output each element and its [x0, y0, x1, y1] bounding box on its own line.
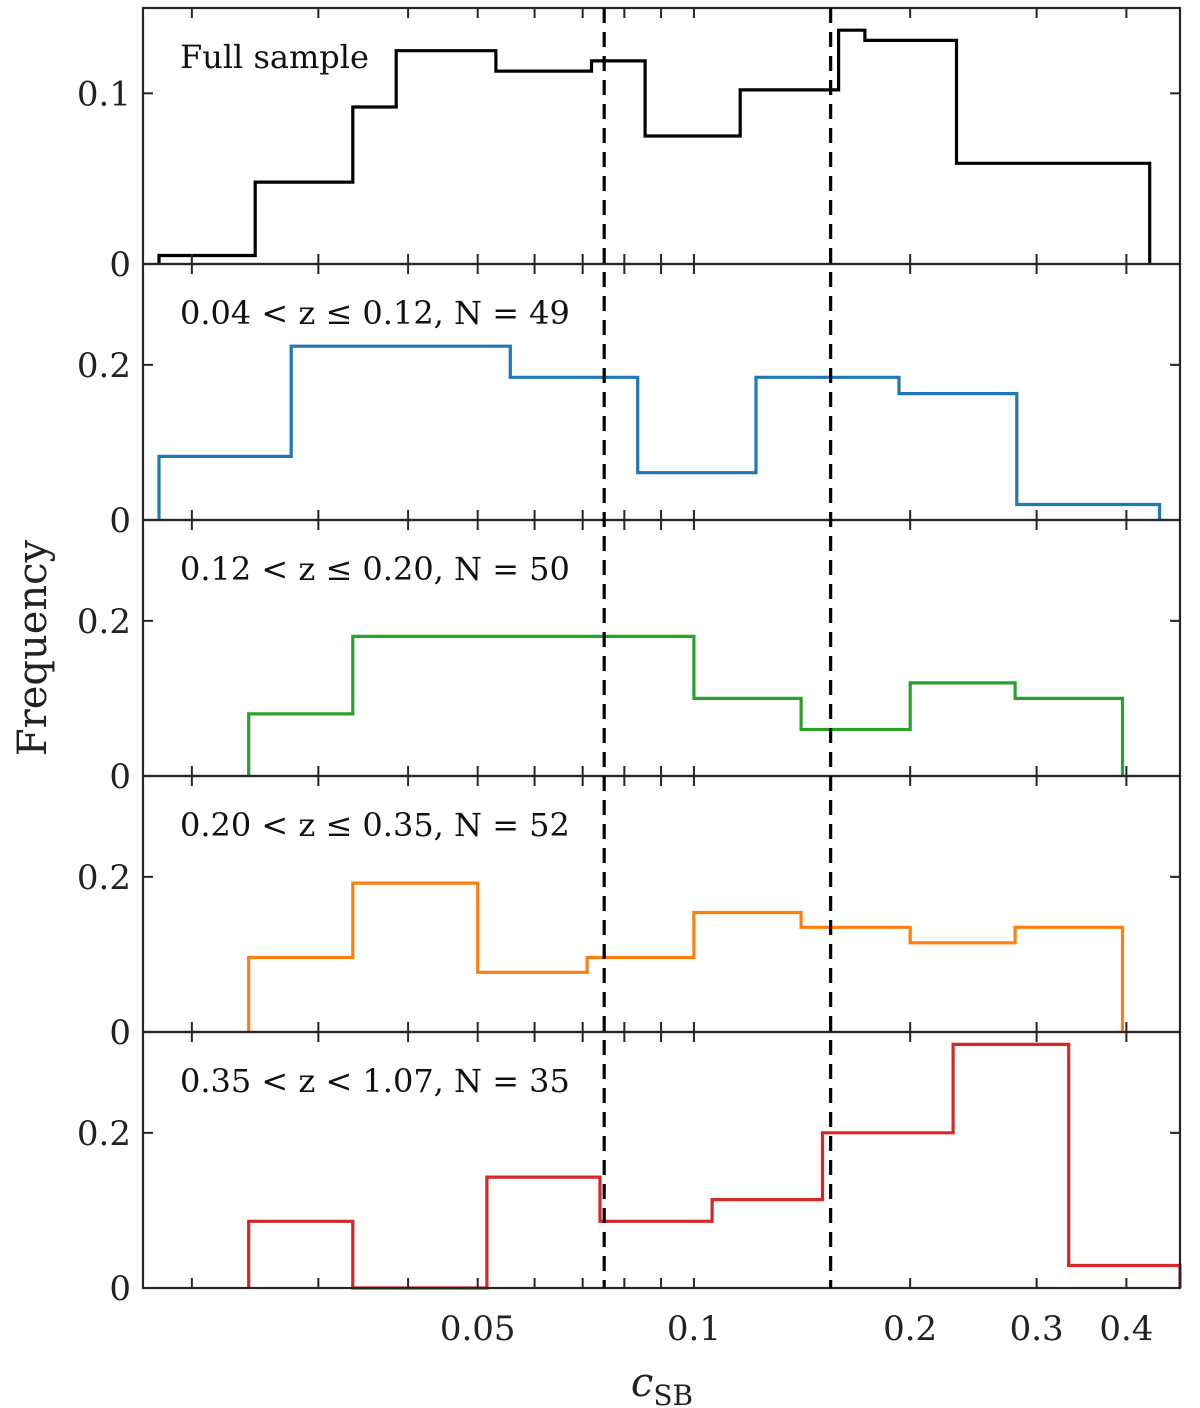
y-tick-label: 0: [109, 1013, 131, 1053]
histogram-full: [157, 28, 1152, 264]
panel-full: 0 0.1 Full sample: [77, 6, 1182, 285]
panel-bin3: 0 0.2 0.20 < z ≤ 0.35, N = 52: [77, 774, 1182, 1053]
y-tick-label: 0.2: [77, 858, 131, 898]
y-tick-label: 0.1: [77, 74, 131, 114]
histogram-bin2: [247, 634, 1125, 776]
panel-bin4: 0 0.2 0.35 < z < 1.07, N = 35: [77, 1030, 1182, 1309]
panel-frame: [141, 1030, 1182, 1290]
histogram-bin4: [247, 1042, 1182, 1290]
y-tick-label: 0: [109, 501, 131, 541]
y-tick-label: 0: [109, 1269, 131, 1309]
x-tick-label: 0.05: [440, 1309, 516, 1349]
panel-bin2: 0 0.2 0.12 < z ≤ 0.20, N = 50: [77, 518, 1182, 797]
y-tick-label: 0.2: [77, 1114, 131, 1154]
y-tick-label: 0.2: [77, 346, 131, 386]
x-tick-label: 0.2: [883, 1309, 937, 1349]
y-axis-title: Frequency: [10, 539, 56, 756]
x-axis-ticks: 0.05 0.1 0.2 0.3 0.4: [440, 1309, 1154, 1349]
histogram-bin3: [247, 881, 1125, 1032]
panels-layer: 0 0.1 Full sample 0 0.2 0.04 < z ≤ 0.12, N = …: [77, 6, 1182, 1309]
x-tick-label: 0.1: [667, 1309, 721, 1349]
panel-title-bin2: 0.12 < z ≤ 0.20, N = 50: [180, 550, 570, 588]
panel-title-full: Full sample: [180, 38, 369, 76]
panel-title-bin3: 0.20 < z ≤ 0.35, N = 52: [180, 806, 570, 844]
y-tick-label: 0: [109, 757, 131, 797]
y-tick-label: 0: [109, 245, 131, 285]
x-axis-title-sub: SB: [653, 1379, 693, 1408]
panel-bin1: 0 0.2 0.04 < z ≤ 0.12, N = 49: [77, 262, 1182, 541]
x-tick-label: 0.4: [1099, 1309, 1153, 1349]
x-tick-label: 0.3: [1010, 1309, 1064, 1349]
panel-title-bin4: 0.35 < z < 1.07, N = 35: [180, 1062, 570, 1100]
x-axis-title-main: c: [631, 1360, 653, 1406]
panel-title-bin1: 0.04 < z ≤ 0.12, N = 49: [180, 294, 570, 332]
y-tick-label: 0.2: [77, 602, 131, 642]
histogram-bin1: [157, 344, 1162, 520]
reference-lines: [602, 8, 833, 1288]
x-axis-title: cSB: [631, 1360, 693, 1408]
